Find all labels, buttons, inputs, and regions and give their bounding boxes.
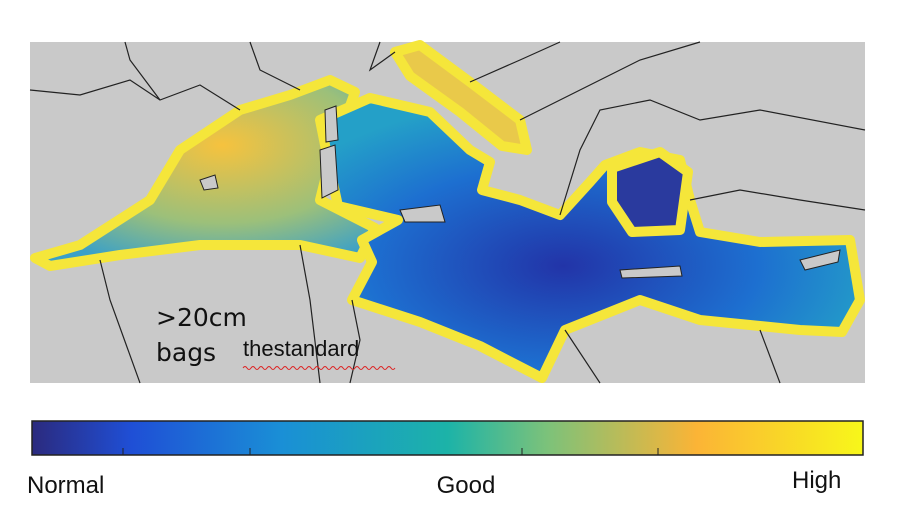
sea: [30, 40, 865, 383]
annotation: thestandard: [243, 336, 359, 361]
annotation: bags: [156, 338, 216, 367]
borders: [29, 41, 866, 384]
colorbar-label: Normal: [27, 472, 104, 499]
colorbar-label: Good: [437, 472, 496, 499]
colorbar-ticks: [122, 448, 659, 455]
spellcheck-underline: [242, 366, 396, 370]
colorbar: Normal Good High: [27, 420, 864, 499]
colorbar-scale: [31, 420, 864, 456]
colorbar-label: High: [792, 467, 841, 494]
islands: [199, 105, 841, 279]
annotation: >20cm: [156, 303, 247, 332]
map: >20cm bags thestandard: [29, 40, 866, 384]
